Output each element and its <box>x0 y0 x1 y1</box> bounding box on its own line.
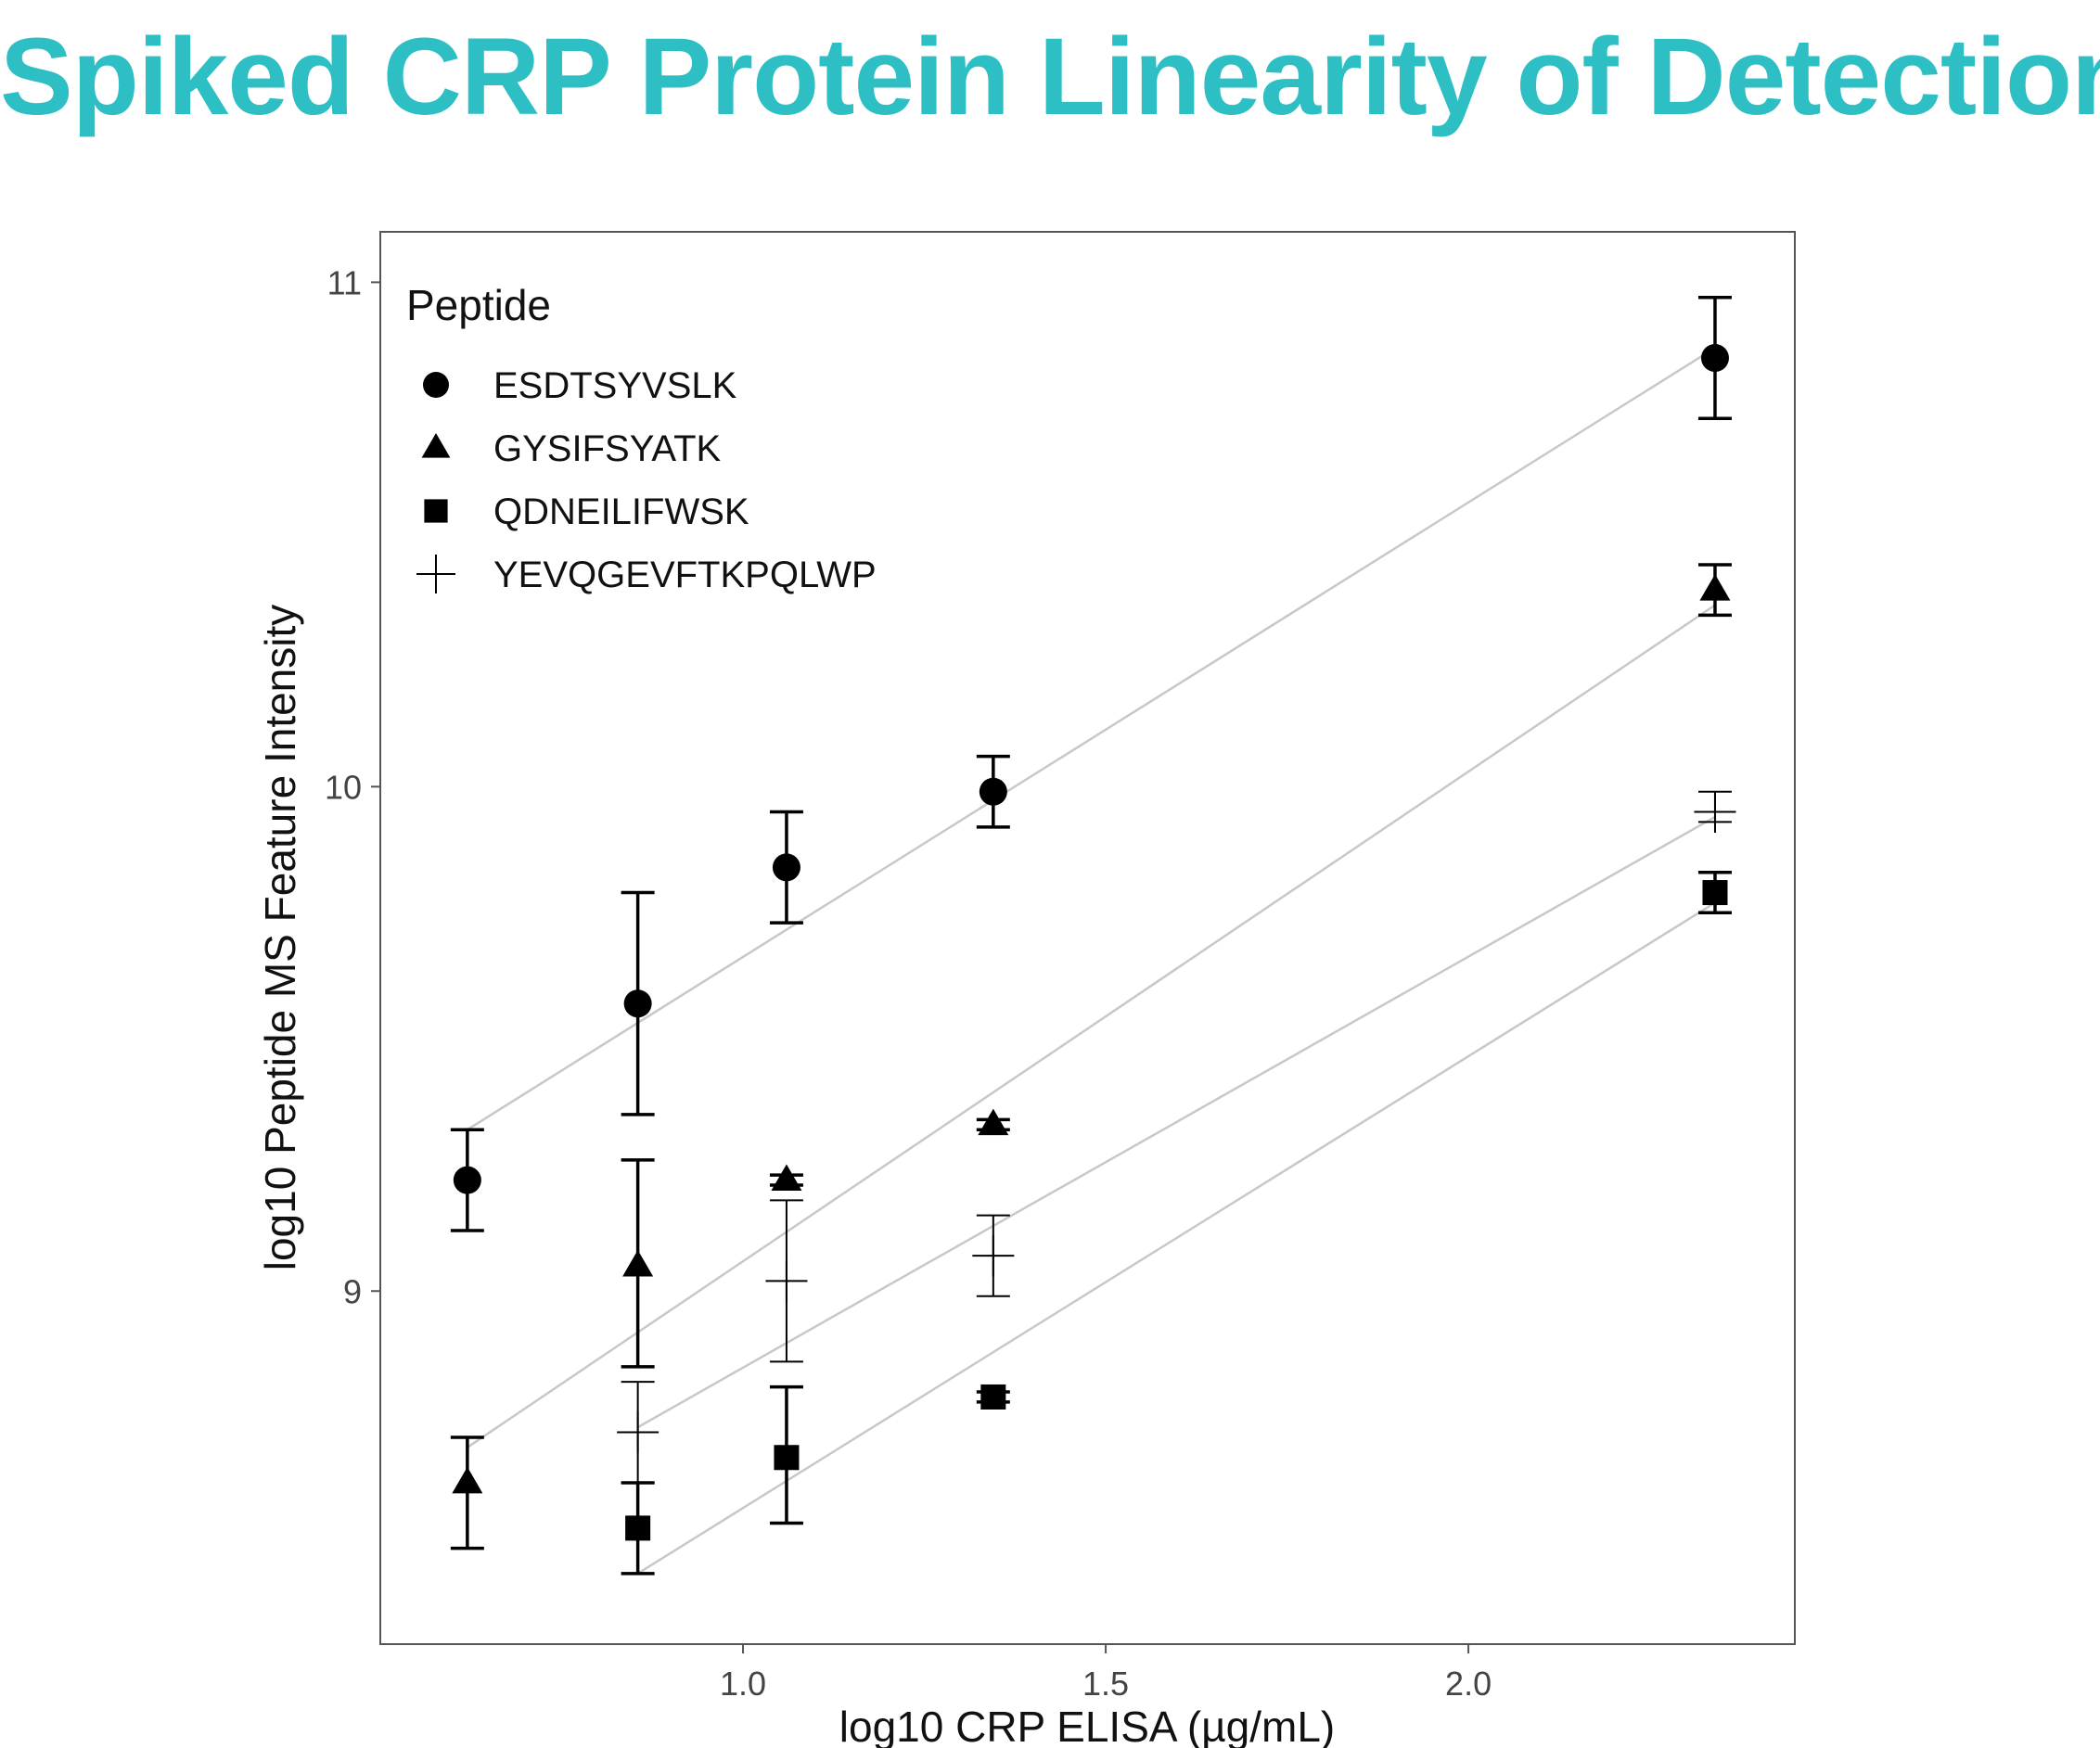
y-tick-label: 10 <box>325 768 362 806</box>
data-point <box>772 853 800 882</box>
y-axis: 9 10 11 <box>325 263 380 1310</box>
legend-label: ESDTSYVSLK <box>493 365 737 406</box>
y-axis-label: log10 Peptide MS Feature Intensity <box>256 605 304 1271</box>
y-tick-label: 9 <box>343 1272 362 1310</box>
data-point <box>978 1108 1009 1136</box>
data-point <box>622 1249 654 1277</box>
x-tick-label: 2.0 <box>1445 1665 1492 1703</box>
legend-marker <box>421 433 451 458</box>
x-axis: 1.0 1.5 2.0 <box>720 1644 1492 1703</box>
data-point <box>1694 791 1736 834</box>
data-point <box>453 1166 481 1194</box>
x-axis-label: log10 CRP ELISA (µg/mL) <box>839 1703 1335 1748</box>
legend-label: QDNEILIFWSK <box>493 491 749 532</box>
legend-item: QDNEILIFWSK <box>424 491 749 532</box>
data-point <box>774 1445 800 1471</box>
legend-marker <box>416 555 455 593</box>
legend-label: GYSIFSYATK <box>493 428 722 469</box>
legend-marker <box>424 499 448 523</box>
x-tick-label: 1.5 <box>1082 1665 1129 1703</box>
slide-title: Spiked CRP Protein Linearity of Detectio… <box>0 16 2100 138</box>
data-markers <box>452 343 1736 1541</box>
data-point <box>452 1466 483 1494</box>
data-point <box>1702 880 1728 906</box>
data-point <box>1699 574 1731 601</box>
legend-title: Peptide <box>406 281 551 329</box>
legend-item: GYSIFSYATK <box>421 428 722 469</box>
legend-item: YEVQGEVFTKPQLWP <box>416 555 877 595</box>
data-point <box>625 1515 651 1541</box>
fit-lines <box>467 347 1716 1575</box>
legend-item: ESDTSYVSLK <box>423 365 737 406</box>
fit-line <box>467 347 1716 1131</box>
legend-label: YEVQGEVFTKPQLWP <box>493 555 877 595</box>
fit-line <box>637 815 1716 1429</box>
data-point <box>979 777 1007 806</box>
data-point <box>617 1411 659 1454</box>
data-point <box>980 1384 1006 1410</box>
data-point <box>771 1164 802 1191</box>
fit-line <box>636 901 1716 1575</box>
data-point <box>972 1234 1015 1277</box>
data-point <box>623 989 652 1018</box>
data-point <box>765 1259 808 1302</box>
x-tick-label: 1.0 <box>720 1665 766 1703</box>
y-tick-label: 11 <box>327 263 362 301</box>
fit-line <box>467 604 1716 1448</box>
legend: Peptide ESDTSYVSLK GYSIFSYATK QDNEILIFWSK Y… <box>406 281 877 595</box>
plot-panel <box>379 231 1796 1645</box>
legend-marker <box>423 372 449 398</box>
data-point <box>1700 343 1729 372</box>
